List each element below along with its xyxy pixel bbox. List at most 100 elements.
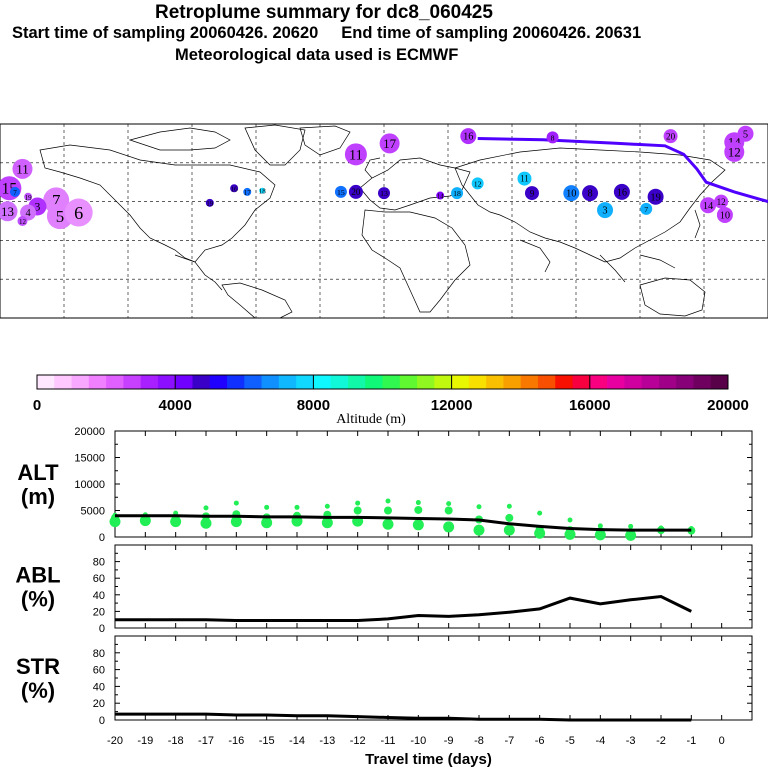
y-tick-label: 60 [93, 573, 105, 585]
map-cluster-point: 16 [460, 128, 477, 145]
cluster-altitude-point [414, 505, 423, 514]
cluster-label: 8 [551, 133, 555, 142]
cluster-label: 5 [743, 129, 748, 140]
y-axis-unit: (%) [21, 587, 55, 612]
map-cluster-point: 11 [517, 171, 532, 186]
map-cluster-point: 12 [724, 141, 745, 162]
cluster-marker [17, 216, 28, 226]
cluster-altitude-point [353, 506, 362, 515]
colorbar-tick-label: 8000 [297, 397, 330, 414]
cluster-altitude-point [506, 503, 512, 509]
cluster-marker [0, 201, 18, 222]
y-tick-label: 80 [93, 557, 105, 569]
x-tick-label: -9 [444, 735, 454, 747]
x-tick-label: -10 [410, 735, 426, 747]
colorbar-cell [37, 375, 55, 389]
cluster-altitude-point [476, 504, 482, 510]
colorbar-cell [693, 375, 712, 389]
map-cluster-point: 17 [379, 133, 400, 154]
cluster-altitude-point [534, 527, 546, 539]
x-axis-label: Travel time (days) [365, 751, 492, 768]
colorbar-cell [227, 375, 245, 389]
cluster-marker [597, 202, 614, 219]
cluster-label: 12 [19, 218, 27, 226]
colorbar-tick-label: 12000 [431, 397, 473, 414]
cluster-marker [460, 128, 477, 145]
cluster-marker [243, 187, 252, 196]
cluster-label: 12 [717, 197, 727, 207]
map-cluster-point: 16 [230, 184, 239, 193]
y-tick-label: 10000 [74, 479, 105, 491]
cluster-marker [737, 125, 754, 142]
colorbar-cell [520, 375, 539, 389]
cluster-altitude-point [382, 518, 394, 530]
cluster-label: 13 [380, 189, 388, 198]
map-cluster-point: 14 [700, 197, 717, 214]
series-line [115, 712, 692, 722]
cluster-altitude-point [170, 516, 182, 528]
cluster-marker [436, 191, 445, 200]
y-tick-label: 0 [99, 715, 105, 727]
cluster-label: 9 [530, 188, 535, 198]
colorbar-cell [607, 375, 625, 389]
colorbar-cell [123, 375, 142, 389]
cluster-marker [582, 185, 599, 202]
cluster-marker [451, 187, 464, 200]
map-cluster-point: 12 [471, 177, 484, 190]
cluster-label: 19 [25, 194, 33, 202]
cluster-altitude-point [139, 515, 151, 527]
colorbar-tick-label: 16000 [569, 397, 611, 414]
colorbar-cell [399, 375, 418, 389]
colorbar-cell [589, 375, 608, 389]
x-tick-label: -3 [626, 735, 636, 747]
cluster-marker [517, 171, 532, 186]
cluster-altitude-point [446, 501, 452, 507]
cluster-marker [12, 158, 33, 179]
map-cluster-point: 11 [344, 143, 367, 166]
colorbar-cell [244, 375, 263, 389]
cluster-label: 7 [52, 191, 60, 210]
cluster-marker [546, 131, 559, 144]
colorbar-cell [641, 375, 660, 389]
colorbar-cell [658, 375, 677, 389]
map-cluster-point: 12 [714, 194, 729, 209]
cluster-label: 14 [703, 201, 714, 212]
y-tick-label: 80 [93, 648, 105, 660]
cluster-marker [205, 198, 214, 207]
coastlines [39, 124, 726, 319]
cluster-label: 20 [666, 131, 676, 141]
cluster-label: 16 [617, 188, 627, 199]
map-cluster-point: 19 [205, 198, 214, 208]
colorbar-cell [503, 375, 522, 389]
map-cluster-point: 8 [582, 185, 599, 202]
panel-alt: 0 5000 10000 15000 20000 ALT(m) [17, 426, 753, 544]
colorbar-cell [486, 375, 504, 389]
cluster-marker [714, 194, 729, 209]
cluster-label: 13 [1, 204, 14, 219]
colorbar-cell [330, 375, 349, 389]
colorbar-cell [624, 375, 643, 389]
y-axis-unit: (%) [21, 678, 55, 703]
colorbar-frame [36, 374, 729, 390]
cluster-altitude-point [261, 517, 273, 529]
x-tick-label: -4 [595, 735, 605, 747]
colorbar-cell [261, 375, 280, 389]
map-cluster-point: 9 [524, 186, 539, 201]
y-tick-label: 60 [93, 665, 105, 677]
cluster-altitude-point [385, 498, 391, 504]
cluster-label: 18 [259, 188, 267, 196]
cluster-marker [64, 198, 93, 227]
cluster-altitude-point [444, 506, 453, 515]
colorbar-cell [537, 375, 556, 389]
cluster-label: 11 [349, 147, 363, 163]
y-tick-label: 40 [93, 681, 105, 693]
cluster-marker [24, 192, 33, 201]
sampling-times: Start time of sampling 20060426. 20620 E… [12, 24, 642, 42]
cluster-altitude-point [109, 516, 121, 528]
time-series-panels: 05000100001500020000ALT(m)020406080ABL(%… [15, 426, 753, 768]
x-tick-label: -13 [319, 735, 335, 747]
colorbar-label: Altitude (m) [336, 412, 406, 427]
map-cluster-point: 17 [243, 187, 252, 197]
colorbar-cell [296, 375, 314, 389]
